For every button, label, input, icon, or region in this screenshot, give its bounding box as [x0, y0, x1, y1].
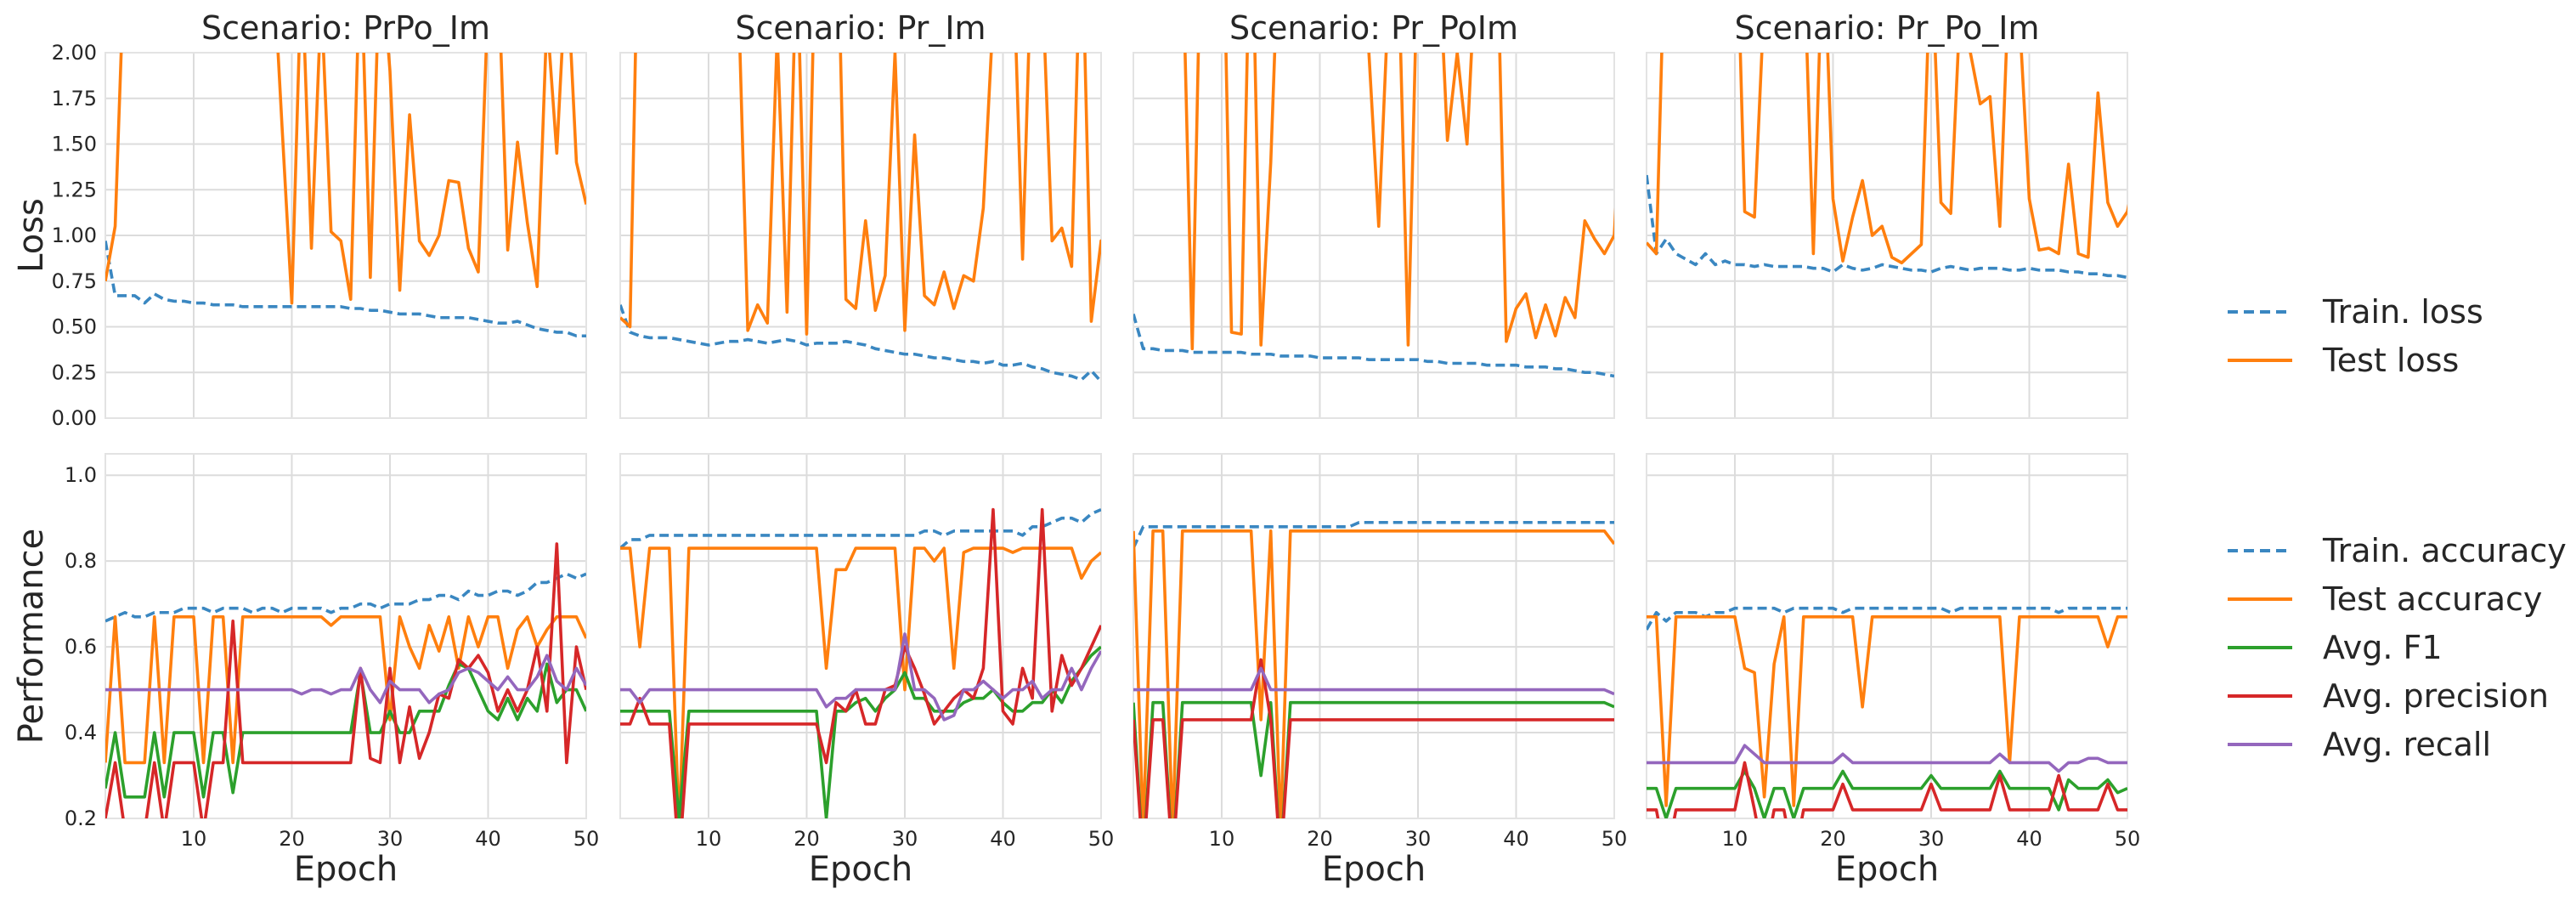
x-tick-label: 50: [2115, 827, 2141, 851]
plot-frame: [619, 52, 1102, 419]
x-tick-label: 10: [696, 827, 722, 851]
y-tick-label: 1.50: [52, 133, 97, 156]
series-line-train-accuracy: [1133, 520, 1614, 549]
series-line-test-accuracy: [1647, 614, 2127, 807]
x-tick-label: 50: [1088, 827, 1115, 851]
series-line-avg-recall: [1647, 744, 2127, 773]
subplot-title: Scenario: PrPo_Im: [201, 9, 490, 47]
legend-label: Avg. precision: [2323, 677, 2549, 715]
y-tick-label: 0.00: [52, 406, 97, 430]
subplot-performance-4: 10 20 30 40 50 Epoch: [1646, 453, 2141, 889]
y-tick-label: 1.00: [52, 224, 97, 247]
subplot-loss-1: Scenario: PrPo_Im 0.00 0.25 0.50 0.75 1.00 1.2…: [12, 9, 587, 430]
series-line-avg-recall: [105, 654, 586, 705]
x-tick-label: 50: [573, 827, 600, 851]
y-tick-label: 1.25: [52, 178, 97, 201]
y-tick-label: 1.0: [65, 463, 97, 487]
series-line-test-loss: [620, 53, 1101, 336]
x-axis-label: Epoch: [1322, 850, 1426, 889]
series-line-train-loss: [1647, 174, 2127, 280]
series-line-avg-f1: [620, 645, 1101, 818]
y-tick-label: 0.2: [65, 807, 97, 830]
subplot-performance-3: 10 20 30 40 50 Epoch: [1133, 453, 1628, 889]
plot-frame: [1646, 453, 2128, 819]
series-line-avg-recall: [1133, 666, 1614, 696]
subplot-loss-4: Scenario: Pr_Po_Im: [1646, 9, 2128, 419]
series-line-avg-precision: [105, 542, 586, 818]
x-tick-label: 10: [181, 827, 207, 851]
series-line-avg-f1: [1647, 769, 2127, 818]
x-tick-label: 10: [1722, 827, 1748, 851]
x-tick-label: 20: [794, 827, 820, 851]
series-line-avg-recall: [620, 632, 1101, 722]
x-axis-label: Epoch: [294, 850, 398, 889]
series-line-test-accuracy: [620, 546, 1101, 818]
x-tick-label: 40: [475, 827, 501, 851]
y-tick-label: 0.6: [65, 635, 97, 659]
y-tick-label: 0.4: [65, 721, 97, 744]
series-line-avg-precision: [1133, 658, 1614, 818]
x-axis-label: Epoch: [809, 850, 912, 889]
legend-label: Test loss: [2322, 342, 2459, 379]
series-line-avg-f1: [105, 662, 586, 799]
legend-label: Avg. recall: [2323, 726, 2491, 763]
series-line-test-loss: [1647, 53, 2127, 265]
x-tick-label: 50: [1602, 827, 1628, 851]
series-line-train-loss: [1133, 313, 1614, 378]
subplot-performance-1: 0.2 0.4 0.6 0.8 1.0 10 20 30 40 50 Epoch Performanc…: [12, 453, 600, 889]
x-tick-label: 40: [990, 827, 1016, 851]
subplot-performance-2: 10 20 30 40 50 Epoch: [619, 453, 1115, 889]
subplot-title: Scenario: Pr_Po_Im: [1735, 9, 2040, 47]
y-axis-label: Loss: [12, 198, 51, 273]
x-tick-label: 20: [1820, 827, 1846, 851]
legend-label: Train. accuracy: [2322, 532, 2567, 569]
plot-frame: [105, 52, 587, 419]
x-tick-label: 40: [1503, 827, 1529, 851]
series-line-avg-precision: [620, 507, 1101, 818]
legend-label: Test accuracy: [2322, 580, 2542, 618]
x-tick-label: 10: [1209, 827, 1235, 851]
x-tick-label: 20: [1307, 827, 1333, 851]
series-line-avg-precision: [1647, 761, 2127, 818]
series-line-train-accuracy: [620, 507, 1101, 550]
legend-loss: Train. loss Test loss: [2228, 293, 2483, 379]
x-axis-label: Epoch: [1835, 850, 1939, 889]
series-line-test-loss: [105, 53, 586, 305]
series-line-test-loss: [1183, 53, 1614, 351]
series-line-train-accuracy: [105, 572, 586, 623]
x-tick-label: 30: [892, 827, 918, 851]
legend-label: Train. loss: [2322, 293, 2483, 331]
legend-label: Avg. F1: [2323, 629, 2443, 666]
plot-frame: [1133, 453, 1615, 819]
y-tick-label: 0.75: [52, 269, 97, 293]
y-tick-label: 2.00: [52, 41, 97, 65]
y-tick-label: 1.75: [52, 87, 97, 110]
plot-frame: [619, 453, 1102, 819]
subplot-loss-2: Scenario: Pr_Im: [619, 9, 1102, 419]
x-tick-label: 30: [1405, 827, 1432, 851]
x-tick-label: 30: [377, 827, 404, 851]
subplot-loss-3: Scenario: Pr_PoIm: [1133, 9, 1615, 419]
y-tick-label: 0.8: [65, 549, 97, 573]
subplot-title: Scenario: Pr_Im: [735, 9, 986, 47]
y-tick-label: 0.50: [52, 315, 97, 339]
series-line-train-loss: [105, 241, 586, 338]
legend-performance: Train. accuracy Test accuracy Avg. F1 Avg. …: [2228, 532, 2567, 763]
y-tick-label: 0.25: [52, 360, 97, 384]
plot-frame: [1646, 52, 2128, 419]
x-tick-label: 30: [1918, 827, 1945, 851]
series-line-train-loss: [620, 304, 1101, 383]
series-line-test-accuracy: [1133, 529, 1614, 818]
x-tick-label: 20: [279, 827, 305, 851]
subplot-title: Scenario: Pr_PoIm: [1229, 9, 1518, 47]
y-axis-label: Performance: [12, 529, 51, 744]
series-line-train-accuracy: [1647, 606, 2127, 631]
x-tick-label: 40: [2016, 827, 2042, 851]
series-line-test-accuracy: [105, 614, 586, 765]
series-line-avg-f1: [1133, 700, 1614, 818]
